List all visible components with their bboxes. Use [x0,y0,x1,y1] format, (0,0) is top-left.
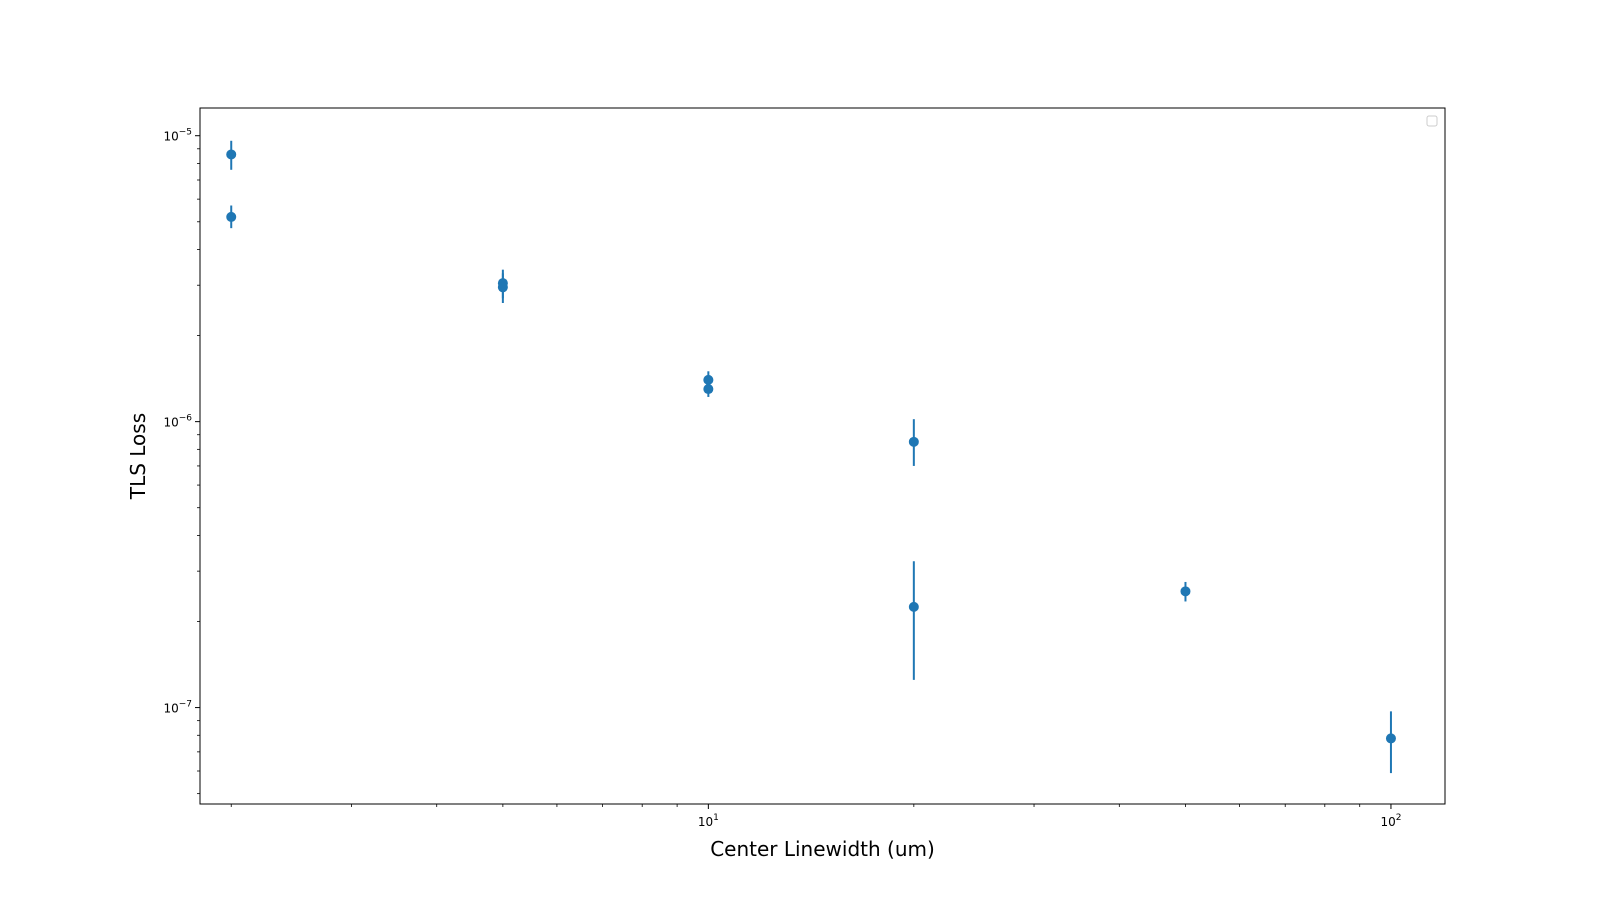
y-tick-label: 10−5 [163,128,192,144]
y-tick-label: 10−7 [163,700,192,716]
data-point-5 [703,374,714,385]
legend-box [1426,115,1438,127]
x-tick-label: 102 [1380,813,1401,829]
data-point-10 [1385,733,1396,744]
marks-layer [226,140,1396,774]
plot-area [199,107,1446,805]
y-tick-label: 10−6 [163,414,192,430]
x-axis-label: Center Linewidth (um) [710,837,935,861]
data-point-7 [908,436,919,447]
data-point-2 [226,211,237,222]
data-point-4 [497,282,508,293]
data-point-9 [1180,586,1191,597]
ticks-layer: 101 102 10−7 10−6 10−5 [163,128,1401,829]
data-point-8 [908,601,919,612]
y-axis-label: TLS Loss [126,413,150,500]
data-point-1 [226,149,237,160]
data-point-6 [703,384,714,395]
plot-frame [199,107,1446,805]
x-tick-label: 101 [698,813,719,829]
